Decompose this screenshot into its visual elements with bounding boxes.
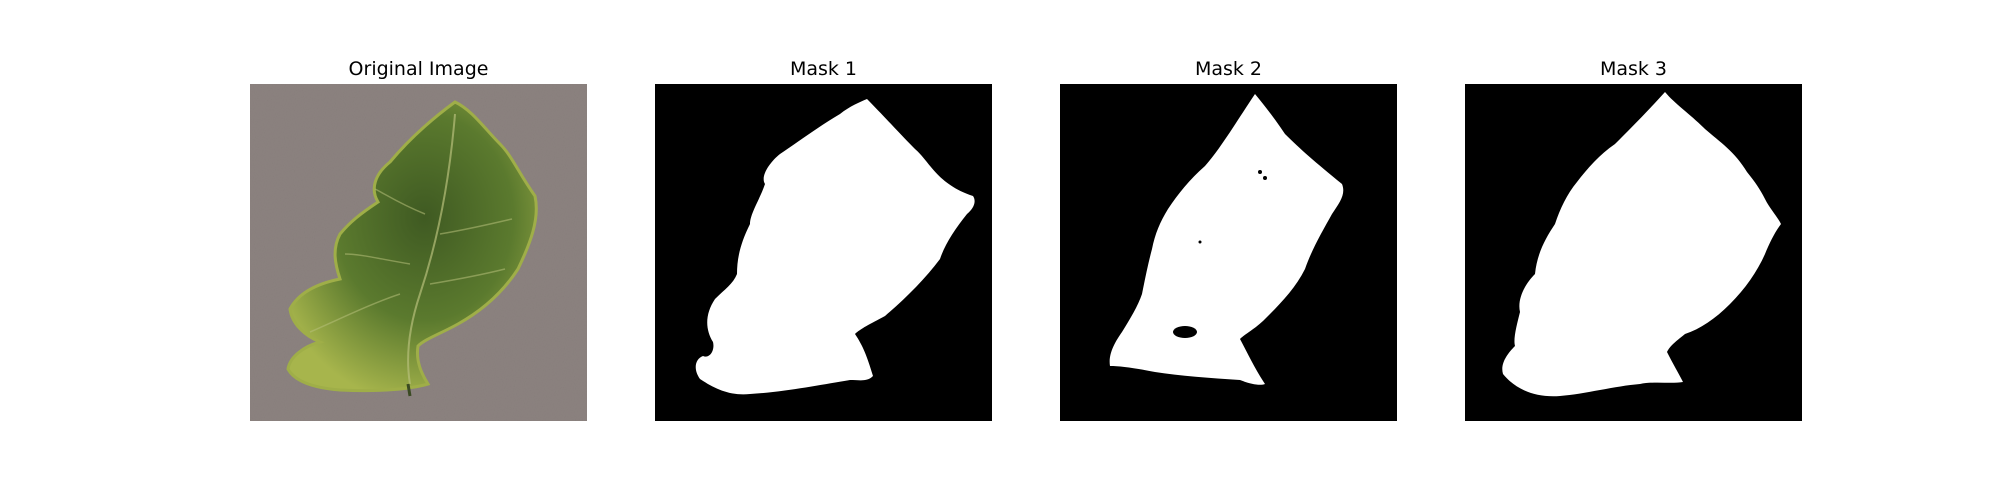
panel-mask-1: Mask 1 [655,0,992,500]
panel-title: Original Image [348,58,489,80]
mask-3-region [1502,92,1781,397]
panel-original: Original Image [250,0,587,500]
mask-3-image [1465,84,1802,421]
panel-mask-2: Mask 2 [1060,0,1397,500]
mask-2-region [1109,94,1344,385]
panel-title: Mask 1 [789,58,858,80]
panel-title: Mask 2 [1194,58,1263,80]
panel-mask-3: Mask 3 [1465,0,1802,500]
mask-2-hole [1173,326,1197,338]
mask-1-image [655,84,992,421]
panel-title: Mask 3 [1599,58,1668,80]
original-leaf-photo [250,84,587,421]
mask-1-region [695,99,975,395]
leaf-shape [286,100,538,393]
mask-2-image [1060,84,1397,421]
